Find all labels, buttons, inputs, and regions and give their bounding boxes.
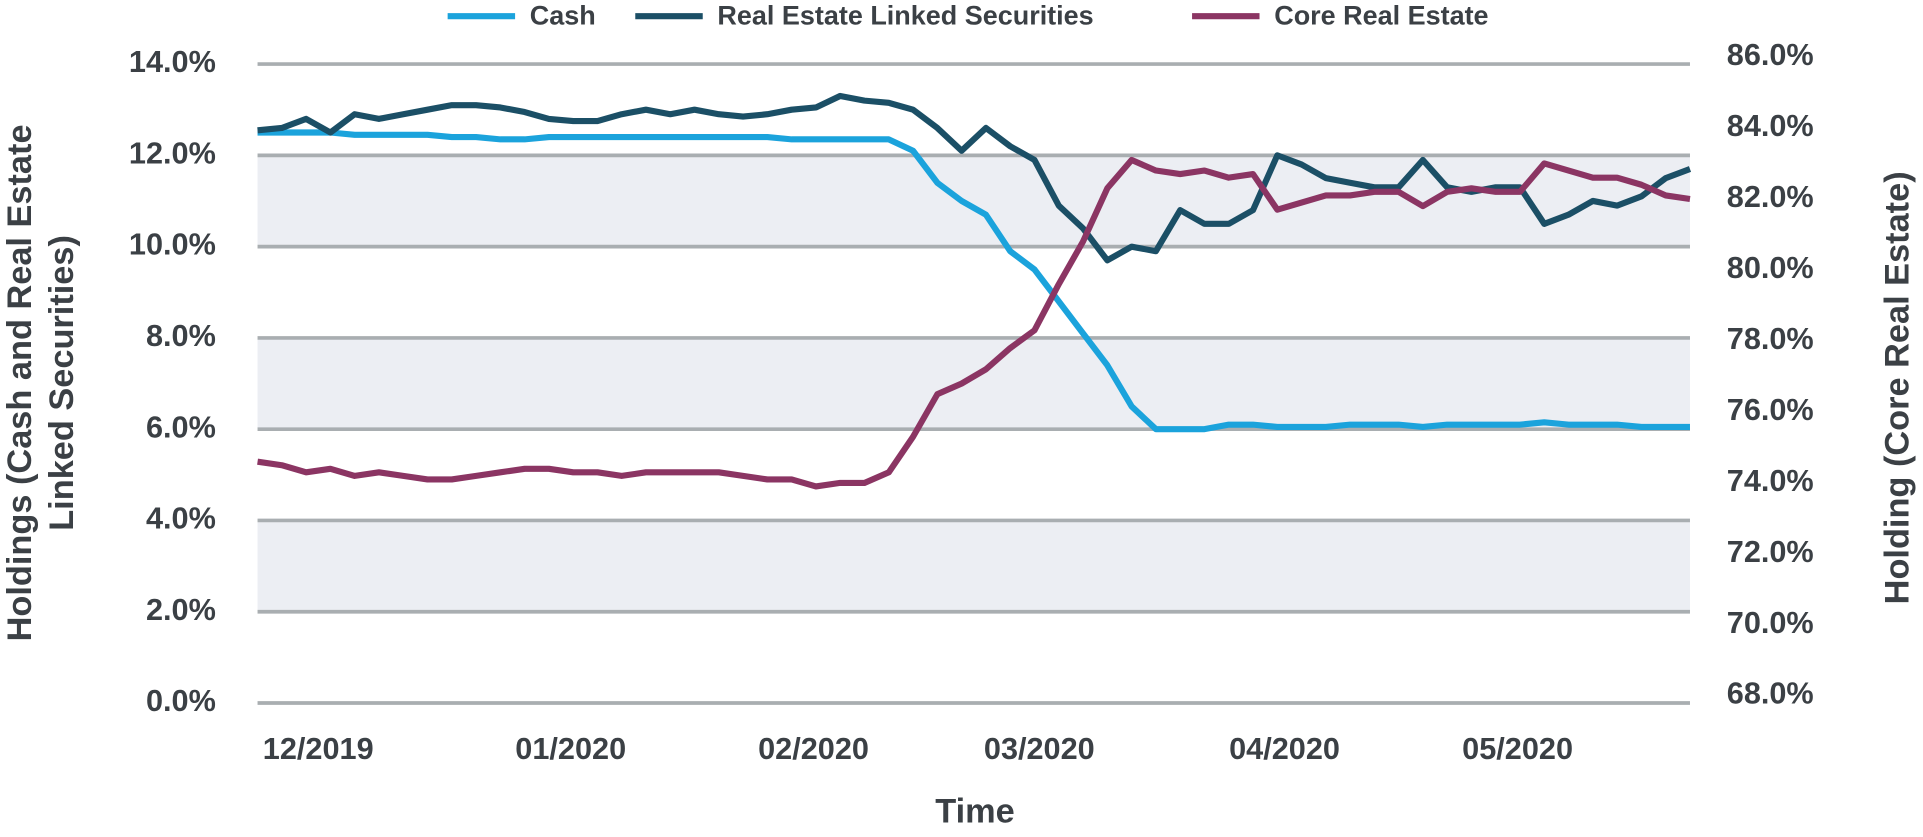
x-tick-label: 12/2019: [263, 732, 374, 766]
y-axis-title: Linked Securities): [43, 235, 81, 531]
x-axis-title: Time: [935, 792, 1015, 830]
y-tick-label: 4.0%: [146, 502, 216, 536]
y2-axis-title: Holding (Core Real Estate): [1879, 171, 1917, 604]
y2-tick-label: 82.0%: [1727, 180, 1814, 214]
band: [257, 155, 1690, 247]
x-tick-label: 04/2020: [1229, 732, 1340, 766]
legend-label: Core Real Estate: [1274, 1, 1488, 31]
y-tick-label: 0.0%: [146, 684, 216, 718]
y-tick-label: 8.0%: [146, 319, 216, 353]
series-line: [257, 92, 1692, 264]
y-tick-label: 10.0%: [129, 228, 216, 262]
y2-tick-label: 72.0%: [1727, 535, 1814, 569]
x-tick-label: 02/2020: [758, 732, 869, 766]
y-tick-label: 14.0%: [129, 45, 216, 79]
y-tick-label: 6.0%: [146, 410, 216, 444]
bands: [257, 155, 1690, 612]
y-tick-label: 2.0%: [146, 593, 216, 627]
series-line: [257, 156, 1691, 490]
legend-label: Cash: [530, 1, 596, 31]
x-tick-label: 03/2020: [984, 732, 1095, 766]
y2-tick-label: 68.0%: [1727, 677, 1814, 711]
y2-tick-label: 86.0%: [1727, 38, 1814, 72]
lines: [257, 92, 1692, 490]
legend-label: Real Estate Linked Securities: [717, 1, 1093, 31]
band: [257, 520, 1690, 612]
y-tick-label: 12.0%: [129, 136, 216, 170]
series-line: [257, 129, 1690, 433]
y2-tick-label: 76.0%: [1727, 393, 1814, 427]
y2-tick-label: 74.0%: [1727, 464, 1814, 498]
grid: [257, 62, 1690, 705]
y-axis-title: Holdings (Cash and Real Estate: [1, 124, 39, 641]
y2-tick-label: 70.0%: [1727, 606, 1814, 640]
x-tick-label: 05/2020: [1462, 732, 1573, 766]
y2-tick-label: 80.0%: [1727, 251, 1814, 285]
y2-tick-label: 78.0%: [1727, 322, 1814, 356]
band: [257, 337, 1690, 430]
x-tick-label: 01/2020: [515, 732, 626, 766]
y2-tick-label: 84.0%: [1727, 109, 1814, 143]
